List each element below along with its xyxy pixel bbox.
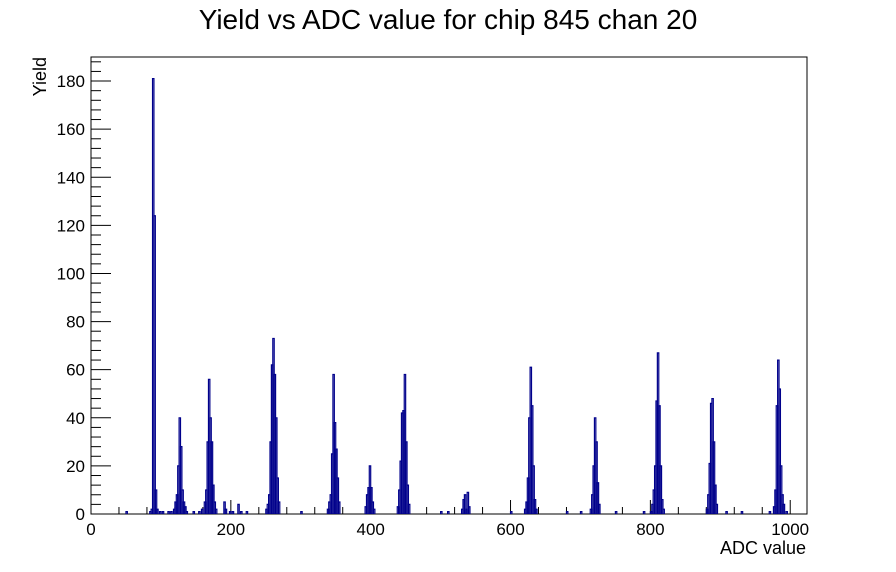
y-axis: 0 20 40 60 80 100 120 140 160 180 <box>57 61 111 524</box>
histogram-bin <box>779 465 783 514</box>
histogram-bin <box>595 441 598 514</box>
histogram-bin <box>768 510 772 514</box>
histogram-bin <box>231 510 235 514</box>
histogram-bin <box>642 510 646 514</box>
histogram-bins <box>125 78 789 514</box>
y-tick-label: 120 <box>57 216 85 235</box>
histogram-bin <box>614 510 618 514</box>
histogram-bin <box>535 508 538 514</box>
histogram-bin <box>407 503 411 514</box>
plot-frame <box>90 56 808 515</box>
chart-title: Yield vs ADC value for chip 845 chan 20 <box>199 4 698 35</box>
histogram-bin <box>161 510 165 514</box>
x-tick-label: 0 <box>86 520 95 539</box>
x-axis-label: ADC value <box>720 538 806 558</box>
histogram-bin <box>154 489 158 514</box>
histogram-bin <box>785 510 789 514</box>
histogram-bin <box>237 503 240 514</box>
histogram-bin <box>245 510 249 514</box>
histogram-bin <box>213 501 217 514</box>
x-tick-label: 1000 <box>771 520 809 539</box>
histogram-bin <box>406 484 410 514</box>
histogram-bin <box>660 498 664 514</box>
histogram-bin <box>463 494 467 514</box>
histogram-bin <box>228 510 232 514</box>
histogram-bin <box>224 508 228 514</box>
histogram-bin <box>405 441 408 514</box>
histogram-bin <box>337 501 341 514</box>
histogram-bin <box>336 477 340 514</box>
histogram-bin <box>533 498 537 514</box>
histogram-bin <box>530 405 534 514</box>
histogram-bin <box>579 510 583 514</box>
histogram-bin <box>212 484 215 514</box>
y-tick-label: 160 <box>57 120 85 139</box>
y-tick-label: 0 <box>76 505 85 524</box>
histogram-bin <box>440 510 443 514</box>
x-axis: 0 200 400 600 800 1000 <box>86 500 809 539</box>
histogram-bin <box>715 503 719 514</box>
histogram-bin <box>509 510 513 514</box>
histogram-bin <box>370 486 373 514</box>
y-tick-label: 80 <box>66 313 85 332</box>
histogram-bin <box>167 510 170 514</box>
histogram-bin <box>714 484 717 514</box>
histogram-bin <box>596 482 600 514</box>
y-tick-label: 100 <box>57 264 85 283</box>
histogram-bin <box>659 465 663 514</box>
histogram-bin <box>778 388 782 514</box>
histogram-bin <box>372 508 376 514</box>
y-tick-label: 40 <box>66 409 85 428</box>
histogram-bin <box>192 510 196 514</box>
x-tick-label: 400 <box>357 520 385 539</box>
histogram-bin <box>158 510 162 514</box>
histogram-bin <box>466 491 470 514</box>
histogram-bin <box>598 503 601 514</box>
histogram-bin <box>276 477 279 514</box>
histogram-bin <box>210 441 214 514</box>
histogram-bin <box>300 510 303 514</box>
histogram-bin <box>223 501 226 514</box>
histogram-bin <box>179 446 183 514</box>
y-tick-label: 140 <box>57 168 85 187</box>
histogram-bin <box>198 510 201 514</box>
histogram-bin <box>447 510 450 514</box>
y-tick-label: 60 <box>66 361 85 380</box>
histogram-bin <box>156 508 159 514</box>
y-tick-label: 20 <box>66 457 85 476</box>
histogram-bin <box>658 405 661 514</box>
x-tick-label: 200 <box>217 520 245 539</box>
histogram-bin <box>125 510 128 514</box>
histogram-bin <box>153 215 156 514</box>
y-axis-label: Yield <box>30 57 50 96</box>
histogram-bin <box>200 508 204 514</box>
histogram-bin <box>532 465 535 514</box>
histogram-bin <box>565 510 569 514</box>
histogram-bin <box>662 508 665 514</box>
x-tick-label: 600 <box>496 520 524 539</box>
histogram-bin <box>185 510 189 514</box>
histogram-bin <box>184 506 187 514</box>
histogram-bin <box>170 510 173 514</box>
histogram-bin <box>214 508 218 514</box>
histogram-bin <box>740 510 744 514</box>
histogram-bin <box>467 506 471 514</box>
y-tick-label: 180 <box>57 72 85 91</box>
x-tick-label: 800 <box>636 520 664 539</box>
histogram-bin <box>712 441 716 514</box>
histogram-bin <box>725 510 728 514</box>
histogram-bin <box>782 503 786 514</box>
histogram-bin <box>371 501 375 514</box>
histogram-bin <box>277 501 281 514</box>
histogram-bin <box>240 510 243 514</box>
histogram-bin <box>274 417 278 514</box>
